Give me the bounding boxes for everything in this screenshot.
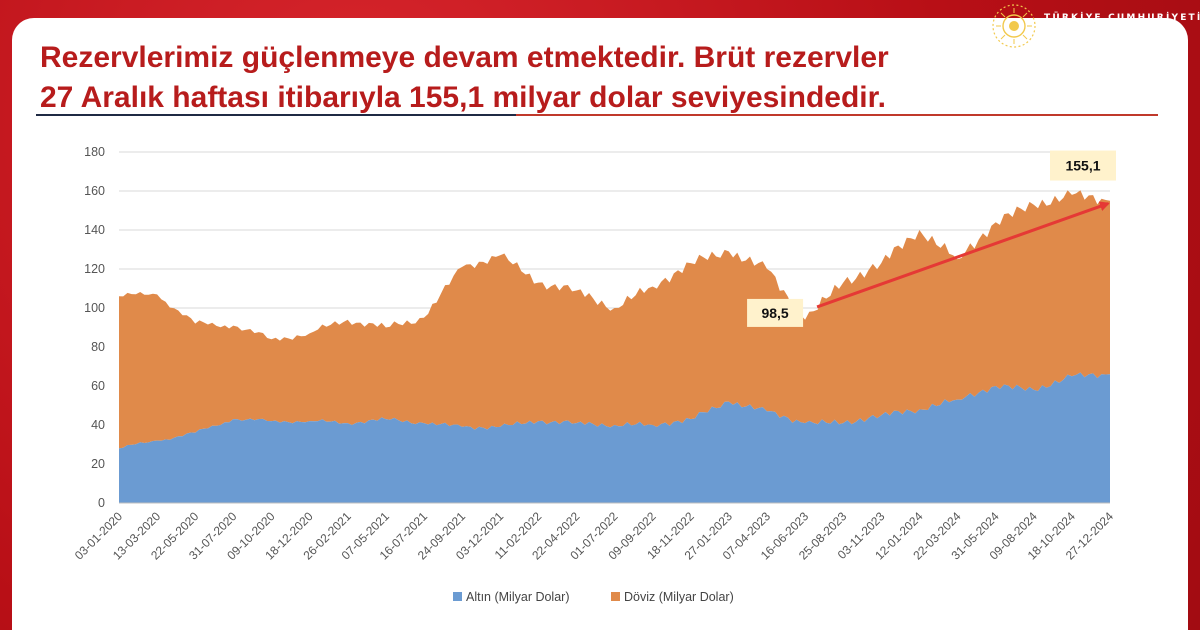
y-tick-label: 100 — [84, 301, 105, 315]
fx-series-area — [119, 190, 1110, 449]
callout-label-end: 155,1 — [1065, 158, 1100, 174]
legend: Altın (Milyar Dolar) Döviz (Milyar Dolar) — [453, 590, 734, 604]
y-tick-label: 80 — [91, 340, 105, 354]
brand-block: TÜRKİYE CUMHURİYETİ CUMHURBAŞKANLIĞI CUM… — [990, 2, 1200, 52]
y-tick-label: 120 — [84, 262, 105, 276]
legend-label: Döviz (Milyar Dolar) — [624, 590, 734, 604]
callout-box-start — [747, 298, 804, 327]
title-line-2: 27 Aralık haftası itibarıyla 155,1 milya… — [40, 81, 886, 114]
y-tick-label: 180 — [84, 145, 105, 159]
callout-label-start: 98,5 — [761, 305, 788, 321]
callout-box-end — [1050, 150, 1116, 181]
gold-series-area — [119, 372, 1110, 503]
y-tick-label: 20 — [91, 457, 105, 471]
y-tick-label: 140 — [84, 223, 105, 237]
legend-swatch — [453, 592, 462, 601]
y-tick-label: 0 — [98, 496, 105, 510]
presidential-seal-icon — [992, 4, 1036, 48]
page-title: Rezervlerimiz güçlenmeye devam etmektedi… — [40, 38, 940, 118]
trend-arrow — [816, 201, 1110, 309]
area-series — [119, 190, 1110, 503]
y-tick-label: 60 — [91, 379, 105, 393]
legend-label: Altın (Milyar Dolar) — [466, 590, 570, 604]
brand-line-3: CUMHURBAŞKANI YARDIMCILIĞI — [1044, 41, 1169, 49]
title-divider — [36, 114, 1158, 116]
title-line-1: Rezervlerimiz güçlenmeye devam etmektedi… — [40, 41, 889, 74]
brand-line-2: CUMHURBAŞKANLIĞI — [1044, 27, 1184, 37]
brand-line-1: TÜRKİYE CUMHURİYETİ — [1044, 13, 1200, 23]
legend-swatch — [611, 592, 620, 601]
title-divider-red — [516, 114, 1158, 116]
annotations: 98,5 155,1 — [747, 150, 1116, 327]
title-divider-dark — [36, 114, 516, 116]
y-tick-label: 160 — [84, 184, 105, 198]
y-tick-label: 40 — [91, 418, 105, 432]
